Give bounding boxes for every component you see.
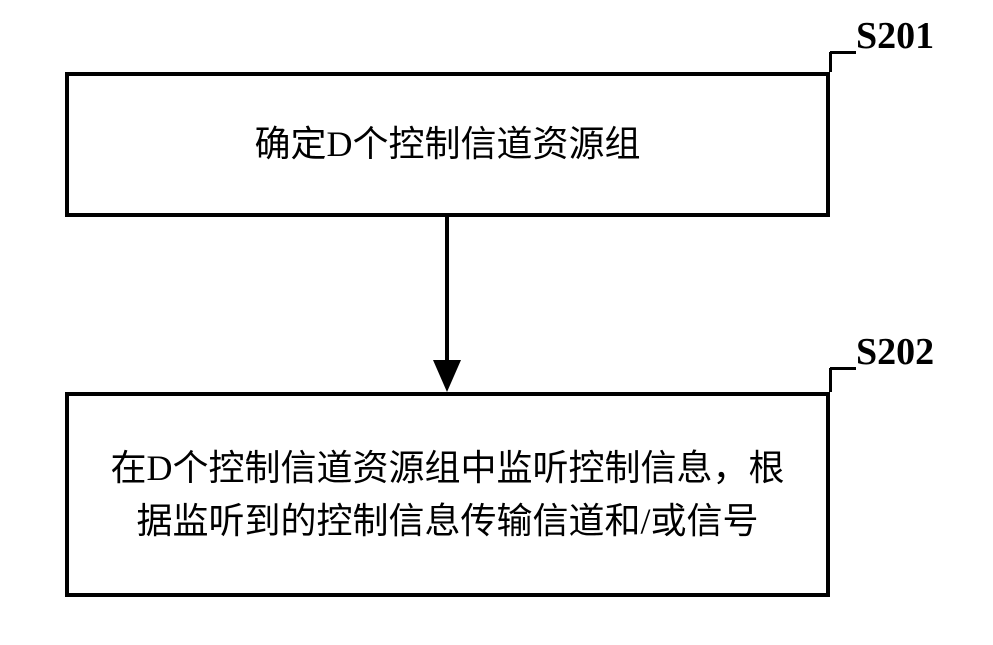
leader-s202-h	[830, 367, 856, 370]
flow-node-s202: 在D个控制信道资源组中监听控制信息，根据监听到的控制信息传输信道和/或信号	[65, 392, 830, 597]
leader-s201-h	[830, 51, 856, 54]
flow-node-s202-text: 在D个控制信道资源组中监听控制信息，根据监听到的控制信息传输信道和/或信号	[99, 442, 796, 546]
flow-node-s201-text: 确定D个控制信道资源组	[255, 118, 641, 170]
step-label-s202: S202	[856, 330, 934, 374]
flow-node-s201: 确定D个控制信道资源组	[65, 72, 830, 217]
step-label-s201: S201	[856, 14, 934, 58]
leader-s201-v	[829, 52, 832, 72]
flow-arrow-s201-to-s202	[419, 217, 475, 392]
leader-s202-v	[829, 368, 832, 392]
